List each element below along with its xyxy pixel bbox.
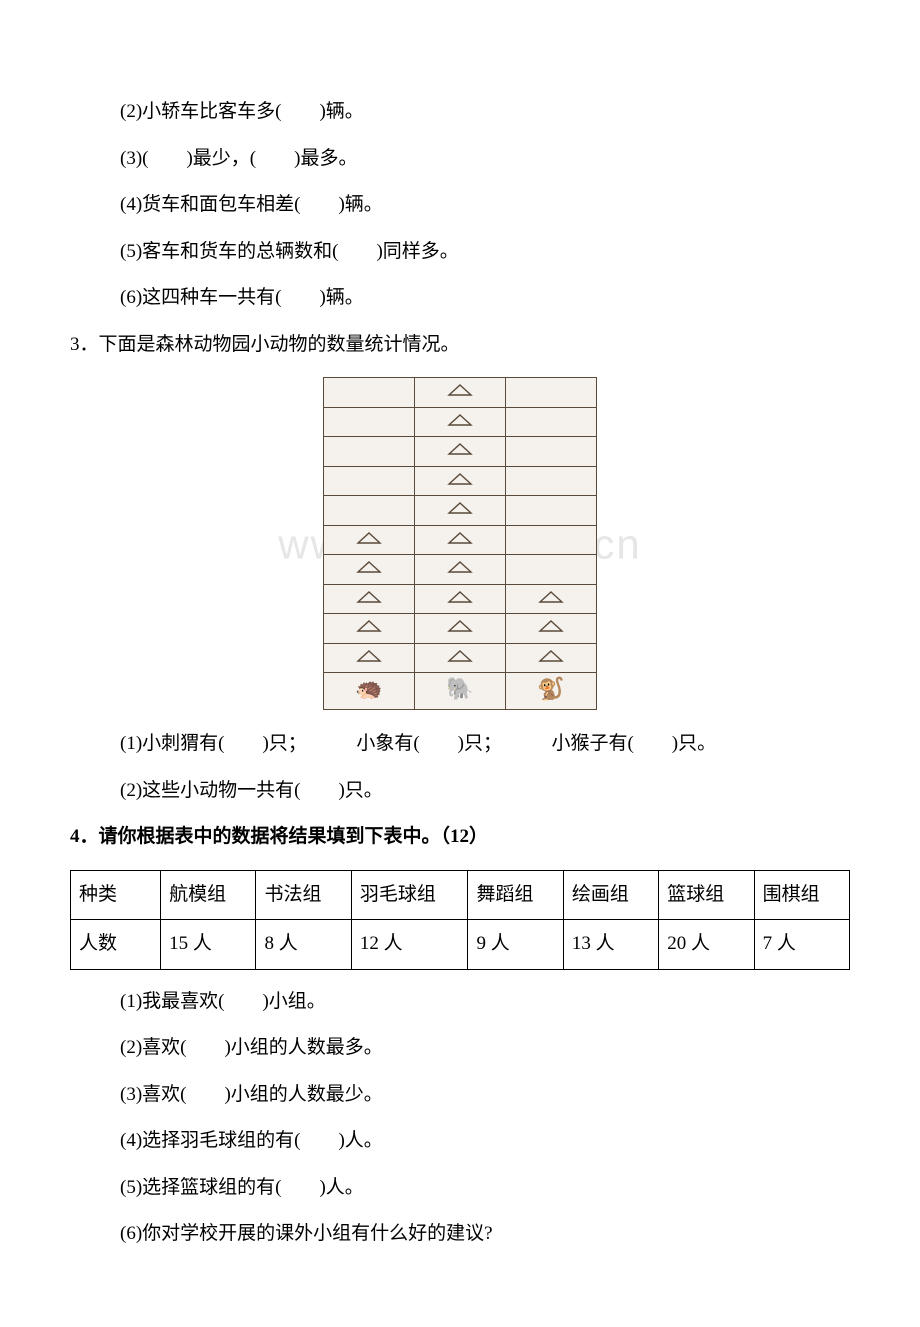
pictograph-cell [415,555,506,585]
q2-item-5: (5)客车和货车的总辆数和( )同样多。 [70,238,850,267]
triangle-icon [447,413,473,427]
triangle-icon [356,619,382,633]
pictograph-cell [415,496,506,526]
q4-item-2: (2)喜欢( )小组的人数最多。 [70,1034,850,1063]
pictograph-cell [324,466,415,496]
table-cell: 12 人 [351,920,468,970]
q3-pictograph: 🦔 🐘 🐒 [323,377,597,710]
pictograph-cell [506,437,597,467]
monkey-icon: 🐒 [537,678,564,700]
pictograph-cell [324,555,415,585]
pictograph-cell [506,407,597,437]
table-header-cell: 航模组 [161,870,256,920]
q3-chart-region: www.zixin.com.cn 🦔🐘🐒 [70,377,850,710]
triangle-icon [356,560,382,574]
pictograph-cell [324,525,415,555]
pictograph-cell [324,437,415,467]
pictograph-cell [324,496,415,526]
table-cell: 9 人 [468,920,563,970]
pictograph-cell [506,643,597,673]
pictograph-cell [415,525,506,555]
q3-pictograph-wrap: 🦔 🐘 🐒 [70,377,850,710]
q4-item-1: (1)我最喜欢( )小组。 [70,988,850,1017]
q3-item-2: (2)这些小动物一共有( )只。 [70,777,850,806]
q2-item-2: (2)小轿车比客车多( )辆。 [70,98,850,127]
table-cell: 8 人 [256,920,351,970]
pictograph-cell [324,407,415,437]
pictograph-cell [324,584,415,614]
pictograph-cell [415,614,506,644]
hedgehog-icon: 🦔 [355,678,382,700]
triangle-icon [447,619,473,633]
pictograph-cell [415,437,506,467]
triangle-icon [447,501,473,515]
q4-item-6: (6)你对学校开展的课外小组有什么好的建议? [70,1220,850,1249]
q3-item-1c: 小猴子有( )只。 [551,733,716,754]
triangle-icon [538,649,564,663]
table-cell: 7 人 [754,920,849,970]
table-cell: 20 人 [659,920,754,970]
triangle-icon [447,560,473,574]
pictograph-cell [506,378,597,408]
q4-item-3: (3)喜欢( )小组的人数最少。 [70,1081,850,1110]
triangle-icon [447,531,473,545]
triangle-icon [447,383,473,397]
pictograph-cell [415,378,506,408]
pictograph-cell [324,643,415,673]
table-header-cell: 篮球组 [659,870,754,920]
pictograph-icon-cell: 🐘 [415,673,506,710]
pictograph-cell [506,555,597,585]
table-header-cell: 种类 [71,870,161,920]
triangle-icon [356,590,382,604]
q4-item-5: (5)选择篮球组的有( )人。 [70,1174,850,1203]
table-cell: 13 人 [563,920,658,970]
table-header-cell: 书法组 [256,870,351,920]
pictograph-cell [415,407,506,437]
triangle-icon [538,619,564,633]
table-header-cell: 羽毛球组 [351,870,468,920]
pictograph-cell [506,525,597,555]
triangle-icon [356,649,382,663]
table-header-cell: 舞蹈组 [468,870,563,920]
pictograph-cell [324,614,415,644]
q3-intro: 3．下面是森林动物园小动物的数量统计情况。 [70,331,850,360]
table-cell: 人数 [71,920,161,970]
table-header-cell: 绘画组 [563,870,658,920]
page: (2)小轿车比客车多( )辆。 (3)( )最少，( )最多。 (4)货车和面包… [0,0,920,1327]
pictograph-cell [506,614,597,644]
triangle-icon [447,472,473,486]
pictograph-cell [415,584,506,614]
q3-item-1b: 小象有( )只； [356,733,502,754]
table-cell: 15 人 [161,920,256,970]
triangle-icon [538,590,564,604]
pictograph-icon-cell: 🐒 [506,673,597,710]
q2-item-3: (3)( )最少，( )最多。 [70,145,850,174]
pictograph-cell [506,466,597,496]
triangle-icon [356,531,382,545]
q4-table: 种类航模组书法组羽毛球组舞蹈组绘画组篮球组围棋组人数15 人8 人12 人9 人… [70,870,850,970]
q3-item-1: (1)小刺猬有( )只； 小象有( )只； 小猴子有( )只。 [70,730,850,759]
triangle-icon [447,442,473,456]
pictograph-cell [415,643,506,673]
pictograph-icon-cell: 🦔 [324,673,415,710]
pictograph-cell [415,466,506,496]
triangle-icon [447,649,473,663]
pictograph-cell [506,496,597,526]
q2-item-6: (6)这四种车一共有( )辆。 [70,284,850,313]
q2-item-4: (4)货车和面包车相差( )辆。 [70,191,850,220]
q4-intro: 4．请你根据表中的数据将结果填到下表中。（12） [70,823,850,852]
table-header-cell: 围棋组 [754,870,849,920]
pictograph-cell [324,378,415,408]
q4-item-4: (4)选择羽毛球组的有( )人。 [70,1127,850,1156]
triangle-icon [447,590,473,604]
q3-item-1a: (1)小刺猬有( )只； [120,733,307,754]
elephant-icon: 🐘 [446,678,473,700]
pictograph-cell [506,584,597,614]
